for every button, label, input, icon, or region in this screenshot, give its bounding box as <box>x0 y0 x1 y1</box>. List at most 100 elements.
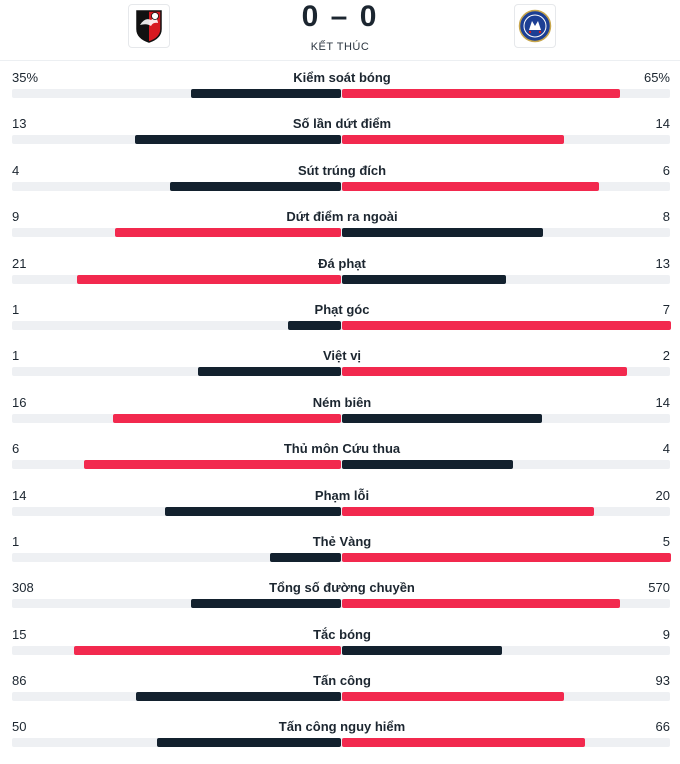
bournemouth-crest-icon <box>136 10 162 43</box>
stat-row: 14 Phạm lỗi 20 <box>0 486 680 532</box>
chelsea-crest-icon <box>518 9 552 43</box>
stat-label: Số lần dứt điểm <box>292 116 392 132</box>
stat-bar-away <box>342 413 542 423</box>
stat-bar-away <box>342 645 503 655</box>
stat-bar-home <box>169 181 341 191</box>
stat-bar-away <box>342 320 671 330</box>
stat-row: 1 Việt vị 2 <box>0 346 680 392</box>
stat-bar-away <box>342 599 620 609</box>
stat-label: Đá phạt <box>318 255 366 271</box>
stat-away-value: 4 <box>662 441 670 457</box>
stat-home-value: 308 <box>12 580 34 596</box>
stat-home-value: 35% <box>12 70 39 85</box>
stat-home-value: 1 <box>12 348 20 364</box>
stat-home-value: 16 <box>12 394 27 410</box>
stat-home-value: 15 <box>12 626 27 642</box>
stat-label: Tấn công nguy hiểm <box>278 719 406 735</box>
score-separator: – <box>330 0 350 33</box>
stat-label: Tấn công <box>313 673 371 689</box>
stat-label: Tắc bóng <box>313 626 371 642</box>
stat-row: 16 Ném biên 14 <box>0 393 680 439</box>
stat-bar-away <box>342 367 628 377</box>
stat-away-value: 13 <box>655 255 670 271</box>
stat-row: 86 Tấn công 93 <box>0 671 680 717</box>
stat-label: Phạm lỗi <box>314 487 370 503</box>
stat-bar-home <box>198 367 341 377</box>
stat-away-value: 8 <box>662 209 670 225</box>
stat-row: 4 Sút trúng đích 6 <box>0 161 680 207</box>
stat-away-value: 66 <box>655 719 670 735</box>
stat-bar-home <box>287 320 341 330</box>
stat-label: Thẻ Vàng <box>312 533 372 549</box>
stat-away-value: 20 <box>655 487 670 503</box>
stat-home-value: 21 <box>12 255 27 271</box>
stat-label: Sút trúng đích <box>297 162 387 178</box>
away-team-crest[interactable] <box>514 4 556 48</box>
stat-away-value: 7 <box>662 301 670 317</box>
stat-bar-away <box>342 692 565 702</box>
stat-home-value: 9 <box>12 209 20 225</box>
stat-bar-track <box>12 413 670 423</box>
stat-home-value: 6 <box>12 441 20 457</box>
stat-bar-track <box>12 552 671 562</box>
stat-bar-track <box>12 506 670 516</box>
stat-bar-track <box>12 228 670 238</box>
stat-label: Tổng số đường chuyền <box>269 580 415 596</box>
stat-bar-home <box>112 413 341 423</box>
stat-bar-home <box>114 228 341 238</box>
stat-bar-track <box>12 320 671 330</box>
stats-list: 35% Kiểm soát bóng 65% 13 Số lần dứt điểm 14 4… <box>0 68 680 764</box>
stat-row: 13 Số lần dứt điểm 14 <box>0 114 680 160</box>
stat-bar-away <box>342 274 506 284</box>
stat-row: 35% Kiểm soát bóng 65% <box>0 68 680 114</box>
stat-bar-track <box>12 645 670 655</box>
stat-home-value: 1 <box>12 301 20 317</box>
stat-bar-track <box>12 274 670 284</box>
home-team-crest[interactable] <box>128 4 170 48</box>
stat-home-value: 13 <box>12 116 27 132</box>
stat-home-value: 14 <box>12 487 27 503</box>
stat-bar-home <box>84 460 341 470</box>
stat-bar-away <box>342 460 514 470</box>
stat-row: 15 Tắc bóng 9 <box>0 625 680 671</box>
stat-bar-away <box>342 552 671 562</box>
stat-bar-home <box>164 506 341 516</box>
stat-bar-away <box>342 738 586 748</box>
stat-bar-away <box>342 181 599 191</box>
match-header: 0 – 0 KẾT THÚC <box>0 0 680 61</box>
stat-bar-track <box>12 135 670 145</box>
stat-row: 1 Phạt góc 7 <box>0 300 680 346</box>
stat-bar-track <box>12 367 670 377</box>
stat-away-value: 65% <box>643 70 670 85</box>
stat-bar-home <box>191 89 341 98</box>
stat-away-value: 14 <box>655 394 670 410</box>
match-score: 0 – 0 <box>0 0 680 34</box>
stat-bar-home <box>76 274 341 284</box>
stat-bar-away <box>342 506 594 516</box>
stat-bar-track <box>12 181 670 191</box>
stat-away-value: 5 <box>662 533 670 549</box>
stat-away-value: 6 <box>662 162 670 178</box>
stat-bar-track <box>12 692 670 702</box>
stat-label: Kiểm soát bóng <box>293 70 391 85</box>
stat-away-value: 14 <box>655 116 670 132</box>
stat-label: Dứt điểm ra ngoài <box>286 209 398 225</box>
stat-home-value: 50 <box>12 719 27 735</box>
stat-bar-away <box>342 135 564 145</box>
stat-bar-home <box>191 599 341 609</box>
stat-away-value: 570 <box>648 580 670 596</box>
stat-bar-home <box>269 552 341 562</box>
stat-bar-track <box>12 738 670 748</box>
stat-home-value: 86 <box>12 673 27 689</box>
stat-row: 308 Tổng số đường chuyền 570 <box>0 578 680 624</box>
stat-label: Thủ môn Cứu thua <box>283 441 401 457</box>
stat-row: 1 Thẻ Vàng 5 <box>0 532 680 578</box>
stat-bar-home <box>156 738 341 748</box>
stat-bar-home <box>73 645 341 655</box>
stat-bar-home <box>135 692 341 702</box>
stat-bar-away <box>342 228 544 238</box>
stat-bar-track <box>12 599 670 609</box>
stat-away-value: 9 <box>662 626 670 642</box>
stat-row: 6 Thủ môn Cứu thua 4 <box>0 439 680 485</box>
stat-away-value: 93 <box>655 673 670 689</box>
